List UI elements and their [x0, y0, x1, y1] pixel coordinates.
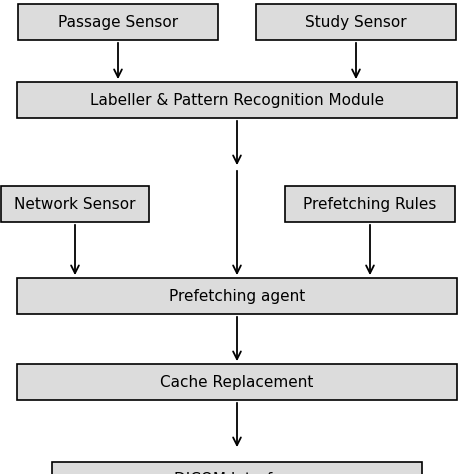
- Text: Prefetching agent: Prefetching agent: [169, 289, 305, 303]
- FancyBboxPatch shape: [17, 278, 457, 314]
- Text: Prefetching Rules: Prefetching Rules: [303, 197, 437, 211]
- FancyBboxPatch shape: [52, 462, 422, 474]
- Text: Passage Sensor: Passage Sensor: [58, 15, 178, 29]
- FancyBboxPatch shape: [17, 82, 457, 118]
- FancyBboxPatch shape: [18, 4, 218, 40]
- Text: Cache Replacement: Cache Replacement: [160, 374, 314, 390]
- Text: DICOM Interface: DICOM Interface: [174, 473, 300, 474]
- Text: Network Sensor: Network Sensor: [14, 197, 136, 211]
- FancyBboxPatch shape: [1, 186, 149, 222]
- Text: Labeller & Pattern Recognition Module: Labeller & Pattern Recognition Module: [90, 92, 384, 108]
- FancyBboxPatch shape: [256, 4, 456, 40]
- FancyBboxPatch shape: [285, 186, 455, 222]
- Text: Study Sensor: Study Sensor: [305, 15, 407, 29]
- FancyBboxPatch shape: [17, 364, 457, 400]
